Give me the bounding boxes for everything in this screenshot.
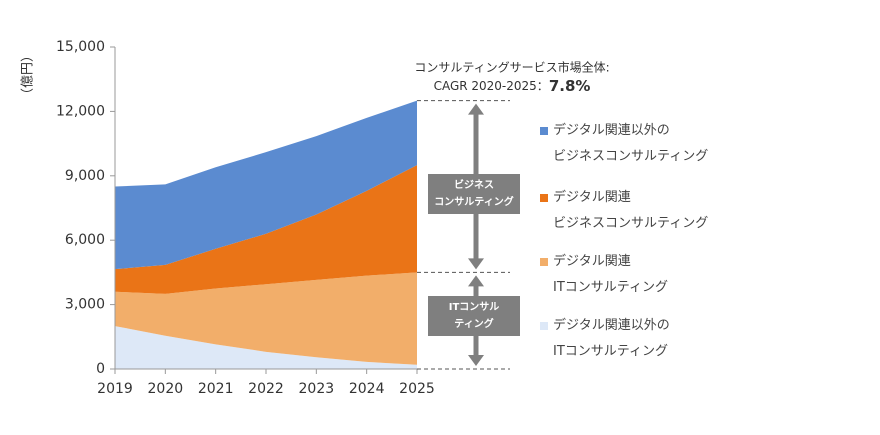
area xyxy=(115,165,417,294)
y-tick-label: 6,000 xyxy=(65,232,105,248)
cagr-value: 7.8% xyxy=(549,77,591,95)
legend-label: デジタル関連以外の ビジネスコンサルティング xyxy=(553,123,709,164)
area xyxy=(115,100,417,270)
x-tick-label: 2025 xyxy=(399,381,435,397)
legend-marker xyxy=(540,322,548,330)
area xyxy=(115,326,417,369)
legend-label: デジタル関連以外の ITコンサルティング xyxy=(553,318,670,359)
y-tick-label: 12,000 xyxy=(56,103,105,119)
legend-label: デジタル関連 ITコンサルティング xyxy=(553,254,668,295)
legend-label: デジタル関連 ビジネスコンサルティング xyxy=(553,190,709,231)
x-tick-label: 2019 xyxy=(97,381,133,397)
x-tick-label: 2022 xyxy=(248,381,284,397)
y-tick-label: 0 xyxy=(96,361,105,377)
market-annotation: コンサルティングサービス市場全体: xyxy=(414,60,609,75)
cagr-label: CAGR 2020-2025： xyxy=(434,79,549,93)
arrow-head xyxy=(468,275,484,366)
area xyxy=(115,272,417,365)
y-tick-label: 3,000 xyxy=(65,297,105,313)
legend-marker xyxy=(540,194,548,202)
x-tick-label: 2023 xyxy=(299,381,335,397)
business-box: ビジネス コンサルティング xyxy=(428,174,520,214)
legend-marker xyxy=(540,127,548,135)
y-tick-label: 9,000 xyxy=(65,168,105,184)
y-axis-label: （億円） xyxy=(20,49,36,101)
y-tick-label: 15,000 xyxy=(56,39,105,55)
x-tick-label: 2024 xyxy=(349,381,385,397)
legend-marker xyxy=(540,258,548,266)
cagr: CAGR 2020-2025：7.8% xyxy=(434,77,591,95)
x-tick-label: 2020 xyxy=(148,381,184,397)
x-tick-label: 2021 xyxy=(198,381,234,397)
it-box: ITコンサル ティング xyxy=(428,296,520,336)
